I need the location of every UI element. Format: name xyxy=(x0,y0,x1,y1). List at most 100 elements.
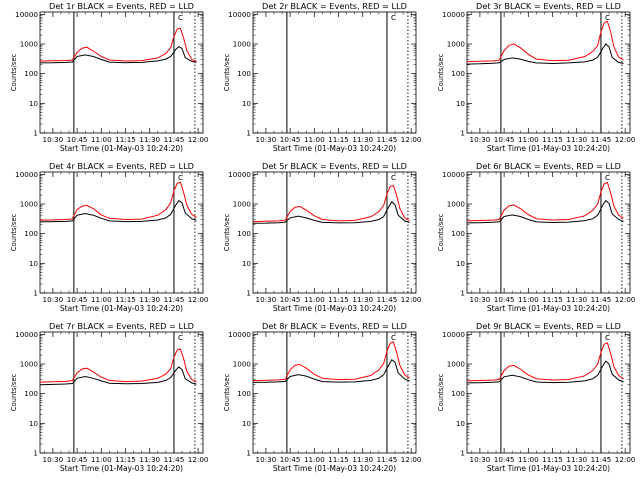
x-tick-label: 11:15 xyxy=(115,295,136,304)
y-tick-label: 1000 xyxy=(447,40,466,49)
series-events-line xyxy=(39,45,197,64)
detector-panel-4: Det 4r BLACK = Events, RED = LLD 1 10 100 10… xyxy=(10,161,209,313)
y-tick-label: 100 xyxy=(24,69,38,78)
series-events-line xyxy=(39,199,197,223)
series-events-line xyxy=(39,366,197,386)
y-tick-label: 10000 xyxy=(442,170,465,179)
x-tick-label: 11:15 xyxy=(328,295,349,304)
panel-title: Det 4r BLACK = Events, RED = LLD xyxy=(49,161,194,171)
y-tick-label: 10000 xyxy=(228,170,251,179)
y-tick-label: 1000 xyxy=(447,360,466,369)
x-tick-label: 11:15 xyxy=(328,455,349,464)
x-tick-label: 10:30 xyxy=(256,455,277,464)
y-tick-label: 1 xyxy=(246,289,251,298)
y-axis-label: Counts/sec xyxy=(10,54,18,92)
y-tick-label: 1 xyxy=(460,129,465,138)
panel-title: Det 2r BLACK = Events, RED = LLD xyxy=(262,1,407,11)
x-axis-label: Start Time (01-May-03 10:24:20) xyxy=(60,144,183,153)
detector-panel-7: Det 7r BLACK = Events, RED = LLD 1 10 100 10… xyxy=(10,321,209,473)
x-tick-label: 11:30 xyxy=(352,135,373,144)
y-tick-label: 10 xyxy=(29,259,39,268)
x-tick-label: 11:30 xyxy=(139,455,160,464)
x-tick-label: 10:45 xyxy=(280,295,301,304)
x-tick-label: 11:45 xyxy=(591,455,612,464)
x-tick-label: 11:45 xyxy=(164,455,185,464)
plot-frame xyxy=(466,331,631,454)
x-tick-label: 12:00 xyxy=(188,295,209,304)
x-tick-label: 11:15 xyxy=(542,135,563,144)
plot-frame xyxy=(39,171,204,294)
y-tick-label: 10 xyxy=(456,419,466,428)
y-tick-label: 1000 xyxy=(233,200,252,209)
marker-label: C xyxy=(178,333,183,342)
x-tick-label: 11:00 xyxy=(91,135,112,144)
x-tick-label: 10:45 xyxy=(280,135,301,144)
x-tick-label: 11:45 xyxy=(591,135,612,144)
panel-title: Det 8r BLACK = Events, RED = LLD xyxy=(262,321,407,331)
x-tick-label: 12:00 xyxy=(615,135,636,144)
series-events-line xyxy=(466,199,624,224)
x-tick-label: 11:45 xyxy=(377,455,398,464)
y-tick-label: 10000 xyxy=(228,330,251,339)
marker-label: C xyxy=(391,173,396,182)
y-tick-label: 10000 xyxy=(228,10,251,19)
series-events-line xyxy=(466,43,624,65)
x-tick-label: 11:30 xyxy=(566,295,587,304)
x-tick-label: 11:45 xyxy=(377,135,398,144)
marker-label: C xyxy=(605,333,610,342)
x-axis-label: Start Time (01-May-03 10:24:20) xyxy=(273,144,396,153)
y-tick-label: 1 xyxy=(246,129,251,138)
x-tick-label: 12:00 xyxy=(615,455,636,464)
x-tick-label: 11:00 xyxy=(518,295,539,304)
y-tick-label: 100 xyxy=(237,229,251,238)
y-tick-label: 100 xyxy=(451,389,465,398)
x-tick-label: 11:15 xyxy=(115,455,136,464)
y-axis-label: Counts/sec xyxy=(437,374,445,412)
y-tick-label: 100 xyxy=(237,69,251,78)
detector-panel-1: Det 1r BLACK = Events, RED = LLD 1 10 100 10… xyxy=(10,1,209,153)
y-tick-label: 10000 xyxy=(15,170,38,179)
marker-label: C xyxy=(391,333,396,342)
y-tick-label: 1000 xyxy=(20,40,39,49)
y-tick-label: 10 xyxy=(242,99,252,108)
plot-frame xyxy=(252,331,417,454)
x-axis-label: Start Time (01-May-03 10:24:20) xyxy=(487,304,610,313)
series-lld-line xyxy=(39,348,197,383)
x-tick-label: 10:45 xyxy=(494,135,515,144)
x-tick-label: 10:30 xyxy=(43,295,64,304)
x-tick-label: 12:00 xyxy=(401,455,422,464)
x-axis-label: Start Time (01-May-03 10:24:20) xyxy=(487,464,610,473)
marker-label: C xyxy=(605,13,610,22)
x-tick-label: 10:30 xyxy=(256,295,277,304)
x-tick-label: 11:15 xyxy=(542,295,563,304)
y-tick-label: 1 xyxy=(33,289,38,298)
plot-frame xyxy=(466,11,631,134)
x-tick-label: 10:45 xyxy=(494,295,515,304)
series-lld-line xyxy=(39,27,197,62)
x-tick-label: 11:30 xyxy=(352,455,373,464)
y-tick-label: 1 xyxy=(33,129,38,138)
marker-label: C xyxy=(178,13,183,22)
series-lld-line xyxy=(252,341,410,382)
x-tick-label: 10:30 xyxy=(470,295,491,304)
y-tick-label: 1 xyxy=(33,449,38,458)
x-tick-label: 11:15 xyxy=(542,455,563,464)
y-tick-label: 100 xyxy=(237,389,251,398)
detector-panel-2: Det 2r BLACK = Events, RED = LLD 1 10 100 10… xyxy=(223,1,422,153)
x-tick-label: 11:45 xyxy=(164,295,185,304)
series-lld-line xyxy=(252,184,410,223)
x-tick-label: 11:00 xyxy=(304,455,325,464)
x-tick-label: 10:45 xyxy=(494,455,515,464)
x-tick-label: 11:30 xyxy=(566,135,587,144)
x-tick-label: 11:30 xyxy=(352,295,373,304)
panel-title: Det 9r BLACK = Events, RED = LLD xyxy=(476,321,621,331)
x-tick-label: 10:45 xyxy=(67,455,88,464)
x-tick-label: 10:30 xyxy=(43,455,64,464)
y-tick-label: 10000 xyxy=(442,330,465,339)
y-tick-label: 10 xyxy=(242,419,252,428)
plot-frame xyxy=(466,171,631,294)
x-tick-label: 10:30 xyxy=(470,135,491,144)
marker-label: C xyxy=(605,173,610,182)
y-tick-label: 1000 xyxy=(20,360,39,369)
